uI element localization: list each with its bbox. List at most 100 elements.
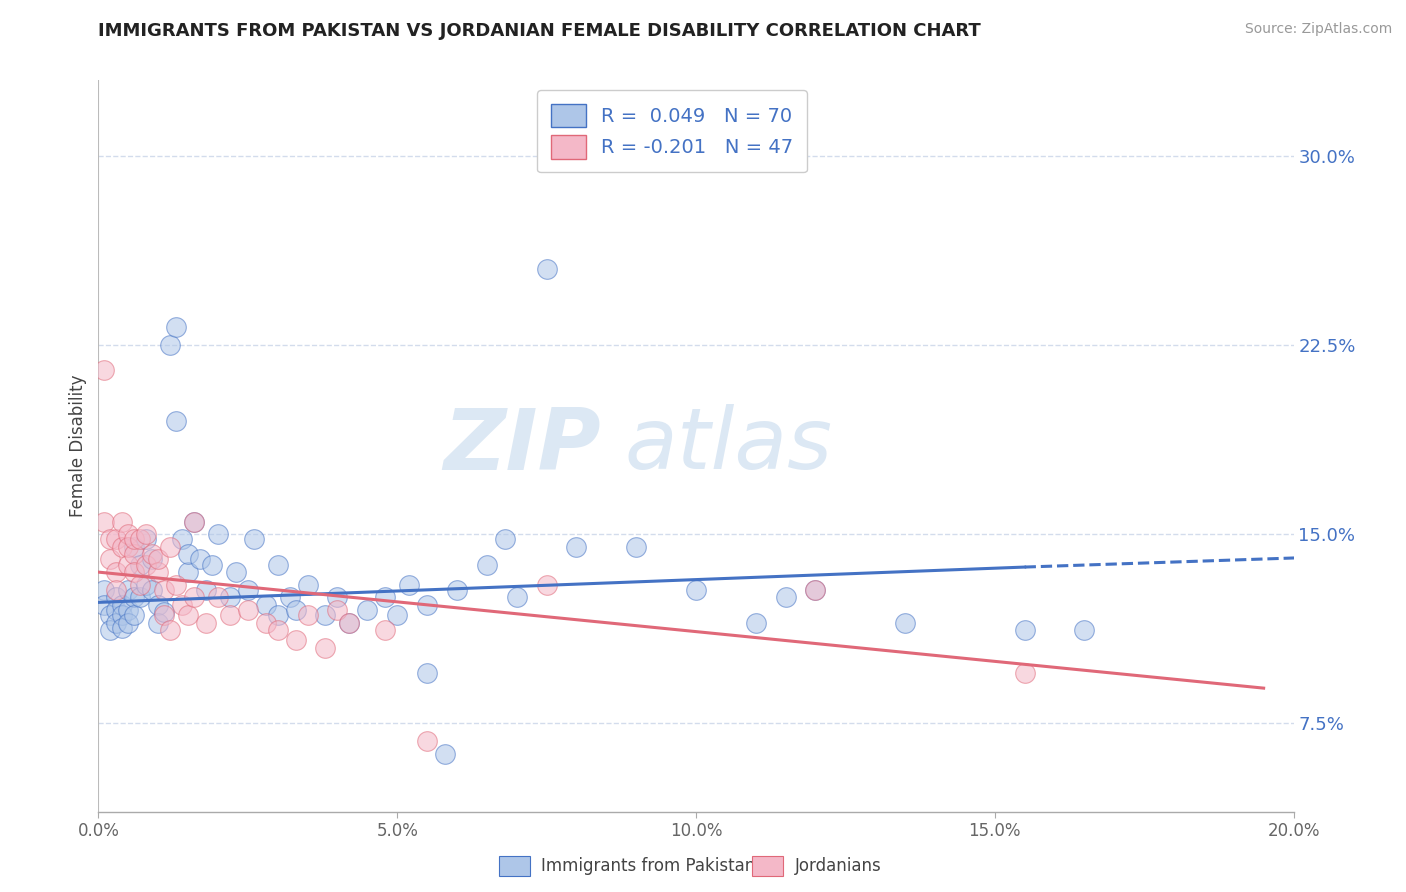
- Point: [135, 558, 157, 572]
- Point: [172, 533, 194, 547]
- Point: [356, 603, 378, 617]
- Point: [201, 558, 224, 572]
- Point: [105, 615, 128, 630]
- Point: [111, 621, 134, 635]
- Text: ZIP: ZIP: [443, 404, 600, 488]
- Point: [100, 552, 122, 566]
- Point: [177, 565, 200, 579]
- Point: [267, 558, 290, 572]
- Point: [775, 591, 797, 605]
- Point: [93, 363, 115, 377]
- Point: [105, 582, 128, 597]
- Text: Immigrants from Pakistan: Immigrants from Pakistan: [541, 857, 755, 875]
- Point: [124, 591, 146, 605]
- Point: [219, 591, 242, 605]
- Point: [326, 591, 349, 605]
- Point: [93, 598, 115, 612]
- Point: [278, 591, 301, 605]
- Point: [804, 582, 827, 597]
- Point: [494, 533, 516, 547]
- Point: [297, 578, 319, 592]
- Point: [183, 515, 205, 529]
- Point: [153, 582, 176, 597]
- Point: [195, 582, 218, 597]
- Text: Source: ZipAtlas.com: Source: ZipAtlas.com: [1244, 22, 1392, 37]
- Point: [124, 565, 146, 579]
- Point: [165, 320, 187, 334]
- Point: [183, 591, 205, 605]
- Point: [416, 598, 439, 612]
- Text: Jordanians: Jordanians: [794, 857, 882, 875]
- Point: [536, 578, 558, 592]
- Point: [1014, 665, 1036, 680]
- Point: [225, 565, 247, 579]
- Point: [135, 527, 157, 541]
- Point: [111, 540, 134, 554]
- Point: [297, 607, 319, 622]
- Point: [536, 262, 558, 277]
- Point: [219, 607, 242, 622]
- Point: [284, 603, 307, 617]
- Point: [148, 615, 170, 630]
- Point: [141, 582, 163, 597]
- Point: [153, 606, 176, 620]
- Point: [446, 582, 468, 597]
- Point: [565, 540, 588, 554]
- Point: [129, 533, 152, 547]
- Point: [117, 603, 139, 617]
- Point: [100, 533, 122, 547]
- Point: [100, 607, 122, 622]
- Text: IMMIGRANTS FROM PAKISTAN VS JORDANIAN FEMALE DISABILITY CORRELATION CHART: IMMIGRANTS FROM PAKISTAN VS JORDANIAN FE…: [98, 22, 981, 40]
- Point: [506, 591, 529, 605]
- Point: [416, 665, 439, 680]
- Point: [315, 607, 337, 622]
- Point: [159, 338, 181, 352]
- Point: [374, 591, 396, 605]
- Point: [195, 615, 218, 630]
- Point: [105, 533, 128, 547]
- Point: [398, 578, 420, 592]
- Point: [105, 565, 128, 579]
- Text: atlas: atlas: [624, 404, 832, 488]
- Point: [111, 598, 134, 612]
- Point: [254, 598, 277, 612]
- Point: [243, 533, 266, 547]
- Point: [434, 747, 457, 761]
- Point: [100, 623, 122, 637]
- Point: [148, 552, 170, 566]
- Point: [124, 607, 146, 622]
- Point: [1073, 623, 1095, 637]
- Point: [129, 591, 152, 605]
- Point: [105, 603, 128, 617]
- Point: [385, 607, 409, 622]
- Point: [117, 582, 139, 597]
- Point: [117, 615, 139, 630]
- Point: [135, 578, 157, 592]
- Point: [124, 533, 146, 547]
- Point: [141, 552, 163, 566]
- Point: [124, 540, 146, 554]
- Point: [745, 615, 768, 630]
- Point: [117, 527, 139, 541]
- Point: [188, 552, 211, 566]
- Point: [326, 603, 349, 617]
- Point: [172, 598, 194, 612]
- Point: [475, 558, 498, 572]
- Point: [111, 515, 134, 529]
- Point: [117, 540, 139, 554]
- Point: [236, 603, 259, 617]
- Point: [267, 623, 290, 637]
- Point: [141, 548, 163, 562]
- Point: [1014, 623, 1036, 637]
- Point: [148, 598, 170, 612]
- Point: [177, 607, 200, 622]
- Point: [894, 615, 917, 630]
- Point: [254, 615, 277, 630]
- Point: [93, 582, 115, 597]
- Point: [93, 515, 115, 529]
- Point: [339, 615, 360, 630]
- Point: [804, 582, 827, 597]
- Point: [416, 734, 439, 748]
- Point: [148, 565, 170, 579]
- Point: [207, 591, 229, 605]
